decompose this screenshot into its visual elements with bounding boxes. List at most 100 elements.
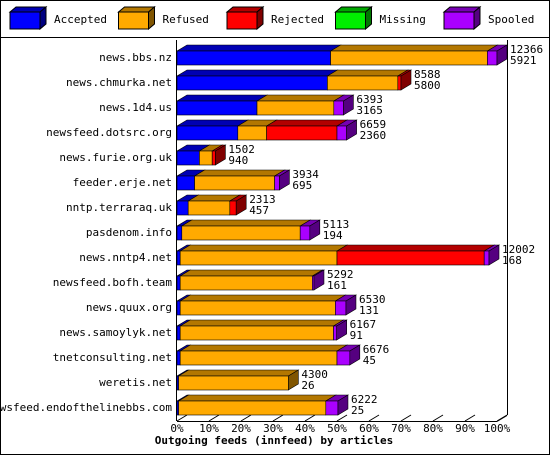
offered-label: 6530 xyxy=(359,293,386,306)
legend-label: Spooled xyxy=(488,13,534,26)
bar-side xyxy=(345,294,357,316)
bar xyxy=(256,100,335,116)
bar-top xyxy=(177,394,337,402)
y-tick-label: news.furie.org.uk xyxy=(59,151,172,164)
offered-label: 12002 xyxy=(502,243,535,256)
offered-label: 6659 xyxy=(360,118,387,131)
bar xyxy=(336,125,347,141)
bar-top xyxy=(329,44,499,52)
bar xyxy=(176,200,189,216)
bar xyxy=(176,225,183,241)
bar-top xyxy=(175,94,269,102)
y-tick-label: nntp.terraraq.uk xyxy=(66,201,172,214)
accepted-label: 5800 xyxy=(414,79,441,92)
bar xyxy=(336,250,485,266)
bar-side xyxy=(309,219,321,241)
accepted-label: 695 xyxy=(292,179,312,192)
bar xyxy=(176,150,200,166)
offered-label: 6676 xyxy=(363,343,390,356)
x-tick xyxy=(432,414,444,422)
x-tick-label: 0% xyxy=(170,422,184,435)
offered-label: 6393 xyxy=(356,93,383,106)
x-tick xyxy=(464,414,476,422)
bar-top xyxy=(179,244,349,252)
y-tick-label: pasdenom.info xyxy=(86,226,172,239)
bar xyxy=(327,75,399,91)
bar xyxy=(178,400,327,416)
x-axis-title: Outgoing feeds (innfeed) by articles xyxy=(155,434,393,447)
offered-label: 6222 xyxy=(351,393,378,406)
bar-top xyxy=(175,69,339,77)
offered-label: 6167 xyxy=(350,318,377,331)
bar-side xyxy=(288,369,299,391)
bar xyxy=(199,150,213,166)
x-tick-label: 60% xyxy=(359,422,379,435)
offered-label: 5292 xyxy=(327,268,354,281)
bar xyxy=(333,100,344,116)
legend-swatch xyxy=(9,11,41,30)
bar xyxy=(176,275,181,291)
x-tick xyxy=(304,414,316,422)
x-tick xyxy=(400,414,412,422)
accepted-label: 2360 xyxy=(360,129,387,142)
accepted-label: 26 xyxy=(301,379,314,392)
bar xyxy=(187,200,231,216)
x-tick-label: 30% xyxy=(263,422,283,435)
y-tick-label: weretis.net xyxy=(99,376,172,389)
y-tick-label: news.bbs.nz xyxy=(99,51,172,64)
bar xyxy=(176,75,328,91)
bar-side xyxy=(488,244,500,266)
bar xyxy=(229,200,237,216)
bar-side xyxy=(400,69,412,91)
accepted-label: 194 xyxy=(323,229,343,242)
bar xyxy=(179,300,336,316)
bar xyxy=(336,350,351,366)
bar-side xyxy=(279,169,290,191)
x-tick-label: 10% xyxy=(199,422,219,435)
x-tick xyxy=(336,414,348,422)
accepted-label: 168 xyxy=(502,254,522,267)
offered-label: 2313 xyxy=(249,193,276,206)
bar xyxy=(237,125,267,141)
bar-top xyxy=(179,319,345,327)
bar xyxy=(274,175,280,191)
accepted-label: 25 xyxy=(351,404,364,417)
legend-label: Missing xyxy=(380,13,426,26)
y-tick-label: news.nntp4.net xyxy=(79,251,172,264)
bar xyxy=(176,325,181,341)
bar-side xyxy=(337,394,349,416)
legend-swatch xyxy=(335,11,366,30)
bar xyxy=(176,100,258,116)
bar xyxy=(333,325,337,341)
bar-top xyxy=(193,169,286,177)
bar-top xyxy=(265,119,349,127)
y-tick-label: news.quux.org xyxy=(86,301,172,314)
bar-top xyxy=(177,369,300,377)
bar xyxy=(335,300,347,316)
bar xyxy=(179,275,313,291)
bar-top xyxy=(255,94,345,102)
bar xyxy=(176,125,239,141)
y-tick-label: news.samoylyk.net xyxy=(59,326,172,339)
x-tick-label: 20% xyxy=(231,422,251,435)
legend-swatch xyxy=(443,11,475,30)
bar-top xyxy=(326,69,409,77)
x-tick xyxy=(272,414,284,422)
bar-side xyxy=(496,44,508,66)
legend-label: Refused xyxy=(163,13,209,26)
x-tick xyxy=(240,414,252,422)
bar-top xyxy=(179,269,324,277)
accepted-label: 131 xyxy=(359,304,379,317)
bar-side xyxy=(235,194,247,216)
bar-top xyxy=(179,344,349,352)
x-tick-label: 80% xyxy=(423,422,443,435)
bar xyxy=(179,350,338,366)
x-tick-label: 90% xyxy=(455,422,475,435)
bar-side xyxy=(215,144,226,166)
bar-side xyxy=(346,119,357,141)
accepted-label: 940 xyxy=(228,154,248,167)
bar xyxy=(299,225,311,241)
bar xyxy=(176,350,181,366)
